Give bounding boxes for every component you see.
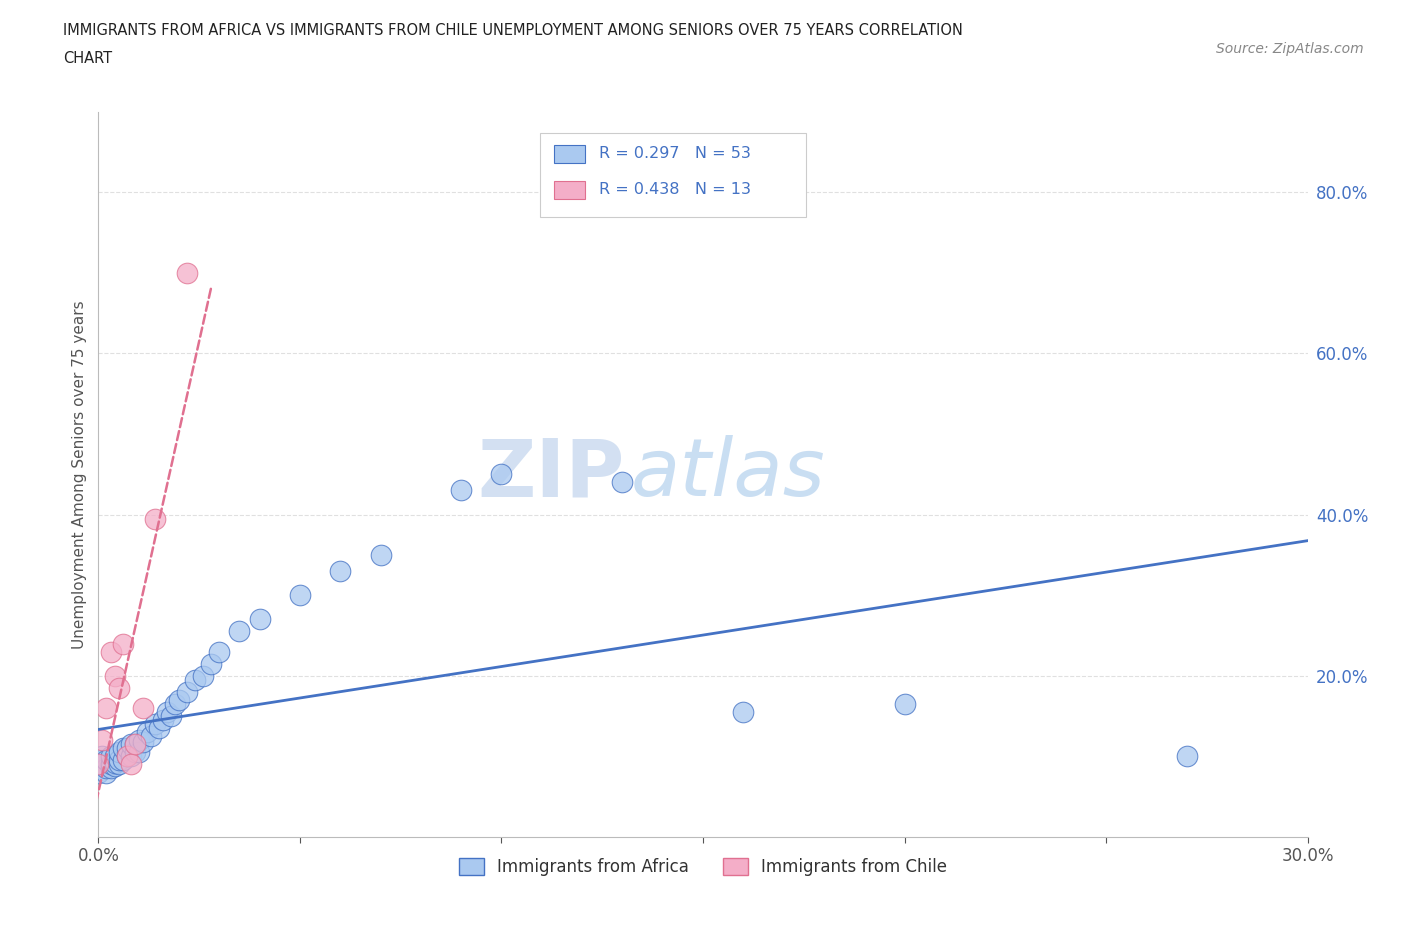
- Legend: Immigrants from Africa, Immigrants from Chile: Immigrants from Africa, Immigrants from …: [453, 852, 953, 883]
- Point: [160, 709, 183, 724]
- Point: [111, 741, 134, 756]
- Point: [96, 753, 118, 768]
- Point: [450, 483, 472, 498]
- Point: [733, 705, 755, 720]
- Point: [87, 757, 110, 772]
- Point: [91, 749, 114, 764]
- Point: [143, 512, 166, 526]
- Point: [103, 755, 125, 770]
- Point: [184, 672, 207, 687]
- Text: IMMIGRANTS FROM AFRICA VS IMMIGRANTS FROM CHILE UNEMPLOYMENT AMONG SENIORS OVER : IMMIGRANTS FROM AFRICA VS IMMIGRANTS FRO…: [63, 23, 963, 38]
- Point: [491, 467, 513, 482]
- Point: [228, 624, 250, 639]
- Point: [124, 737, 146, 751]
- FancyBboxPatch shape: [540, 133, 806, 217]
- Point: [132, 700, 155, 715]
- Text: ZIP: ZIP: [477, 435, 624, 513]
- Point: [115, 741, 138, 756]
- Point: [176, 265, 198, 280]
- Point: [120, 737, 142, 751]
- Point: [107, 681, 129, 696]
- Point: [111, 753, 134, 768]
- FancyBboxPatch shape: [554, 180, 585, 199]
- Point: [370, 548, 392, 563]
- Point: [124, 737, 146, 751]
- Point: [107, 757, 129, 772]
- Y-axis label: Unemployment Among Seniors over 75 years: Unemployment Among Seniors over 75 years: [72, 300, 87, 648]
- Point: [143, 717, 166, 732]
- Point: [128, 745, 150, 760]
- Point: [120, 749, 142, 764]
- Point: [163, 697, 186, 711]
- Point: [111, 636, 134, 651]
- Point: [193, 669, 215, 684]
- Point: [100, 757, 122, 772]
- Point: [107, 753, 129, 768]
- Point: [100, 761, 122, 776]
- FancyBboxPatch shape: [554, 144, 585, 163]
- Point: [96, 765, 118, 780]
- Point: [156, 705, 179, 720]
- Point: [139, 729, 162, 744]
- Point: [107, 745, 129, 760]
- Point: [176, 684, 198, 699]
- Point: [208, 644, 231, 659]
- Point: [148, 721, 170, 736]
- Point: [200, 657, 222, 671]
- Point: [132, 735, 155, 750]
- Point: [1175, 749, 1198, 764]
- Text: R = 0.438   N = 13: R = 0.438 N = 13: [599, 182, 751, 197]
- Point: [87, 757, 110, 772]
- Point: [100, 644, 122, 659]
- Point: [152, 712, 174, 727]
- Point: [167, 693, 190, 708]
- Point: [103, 669, 125, 684]
- Point: [91, 733, 114, 748]
- Text: CHART: CHART: [63, 51, 112, 66]
- Point: [128, 733, 150, 748]
- Point: [135, 724, 157, 739]
- Point: [115, 749, 138, 764]
- Point: [612, 475, 634, 490]
- Point: [115, 749, 138, 764]
- Point: [288, 588, 311, 603]
- Point: [893, 697, 915, 711]
- Point: [91, 757, 114, 772]
- Text: R = 0.297   N = 53: R = 0.297 N = 53: [599, 146, 751, 161]
- Point: [91, 753, 114, 768]
- Text: atlas: atlas: [630, 435, 825, 513]
- Text: Source: ZipAtlas.com: Source: ZipAtlas.com: [1216, 42, 1364, 56]
- Point: [103, 759, 125, 774]
- Point: [100, 749, 122, 764]
- Point: [96, 700, 118, 715]
- Point: [96, 761, 118, 776]
- Point: [124, 745, 146, 760]
- Point: [87, 765, 110, 780]
- Point: [329, 564, 352, 578]
- Point: [249, 612, 271, 627]
- Point: [120, 757, 142, 772]
- Point: [103, 749, 125, 764]
